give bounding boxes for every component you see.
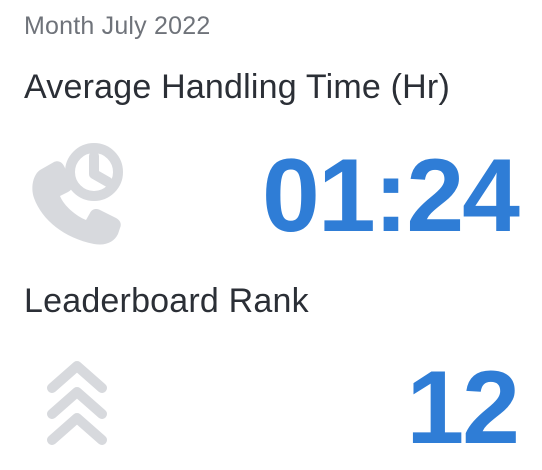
average-handling-time-title: Average Handling Time (Hr) <box>24 68 450 106</box>
phone-clock-icon <box>24 142 134 247</box>
triple-chevron-up-icon <box>46 360 108 450</box>
leaderboard-rank-title: Leaderboard Rank <box>24 282 309 320</box>
period-label: Month July 2022 <box>24 12 211 40</box>
average-handling-time-value: 01:24 <box>262 138 520 254</box>
leaderboard-rank-value: 12 <box>406 350 520 466</box>
